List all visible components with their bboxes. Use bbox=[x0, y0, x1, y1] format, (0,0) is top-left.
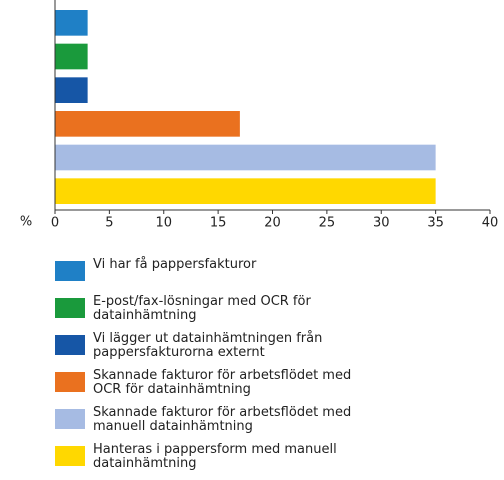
bar bbox=[55, 144, 436, 171]
legend-swatch bbox=[55, 372, 85, 392]
legend-swatch bbox=[55, 335, 85, 355]
x-tick-label: 35 bbox=[427, 216, 444, 231]
legend-item: Vi har få pappersfakturor bbox=[55, 258, 385, 295]
x-axis-label: % bbox=[20, 215, 32, 230]
x-tick-label: 20 bbox=[264, 216, 281, 231]
bar bbox=[55, 178, 436, 204]
legend: Vi har få pappersfakturor E-post/fax-lösn… bbox=[55, 258, 385, 480]
legend-swatch bbox=[55, 409, 85, 429]
legend-item: Skannade fakturor för arbetsflödet med m… bbox=[55, 406, 385, 443]
x-tick-label: 10 bbox=[155, 216, 172, 231]
x-tick-label: 40 bbox=[482, 216, 499, 231]
legend-item: Skannade fakturor för arbetsflödet med O… bbox=[55, 369, 385, 406]
x-tick-label: 15 bbox=[210, 216, 227, 231]
legend-label: E-post/fax-lösningar med OCR för datainh… bbox=[93, 294, 311, 323]
legend-swatch bbox=[55, 261, 85, 281]
legend-swatch bbox=[55, 446, 85, 466]
bar bbox=[55, 10, 88, 36]
legend-item: Vi lägger ut datainhämtningen från pappe… bbox=[55, 332, 385, 369]
legend-item: E-post/fax-lösningar med OCR för datainh… bbox=[55, 295, 385, 332]
legend-label: Vi lägger ut datainhämtningen från pappe… bbox=[93, 331, 323, 360]
legend-swatch bbox=[55, 298, 85, 318]
x-tick-label: 0 bbox=[51, 216, 59, 231]
legend-item: Hanteras i pappersform med manuell datai… bbox=[55, 443, 385, 480]
bar bbox=[55, 111, 240, 137]
legend-label: Skannade fakturor för arbetsflödet med O… bbox=[93, 368, 352, 397]
chart: % 0 5 10 15 20 25 30 35 40 bbox=[20, 0, 499, 231]
x-tick-label: 5 bbox=[105, 216, 113, 231]
bar bbox=[55, 43, 88, 70]
x-tick-label: 25 bbox=[319, 216, 336, 231]
legend-label: Skannade fakturor för arbetsflödet med m… bbox=[93, 405, 352, 434]
legend-label: Vi har få pappersfakturor bbox=[93, 257, 257, 272]
page: % 0 5 10 15 20 25 30 35 40 Vi har få pappersfakt… bbox=[19, 0, 499, 471]
legend-label: Hanteras i pappersform med manuell datai… bbox=[93, 442, 337, 471]
x-tick-label: 30 bbox=[373, 216, 390, 231]
bar bbox=[55, 77, 88, 103]
